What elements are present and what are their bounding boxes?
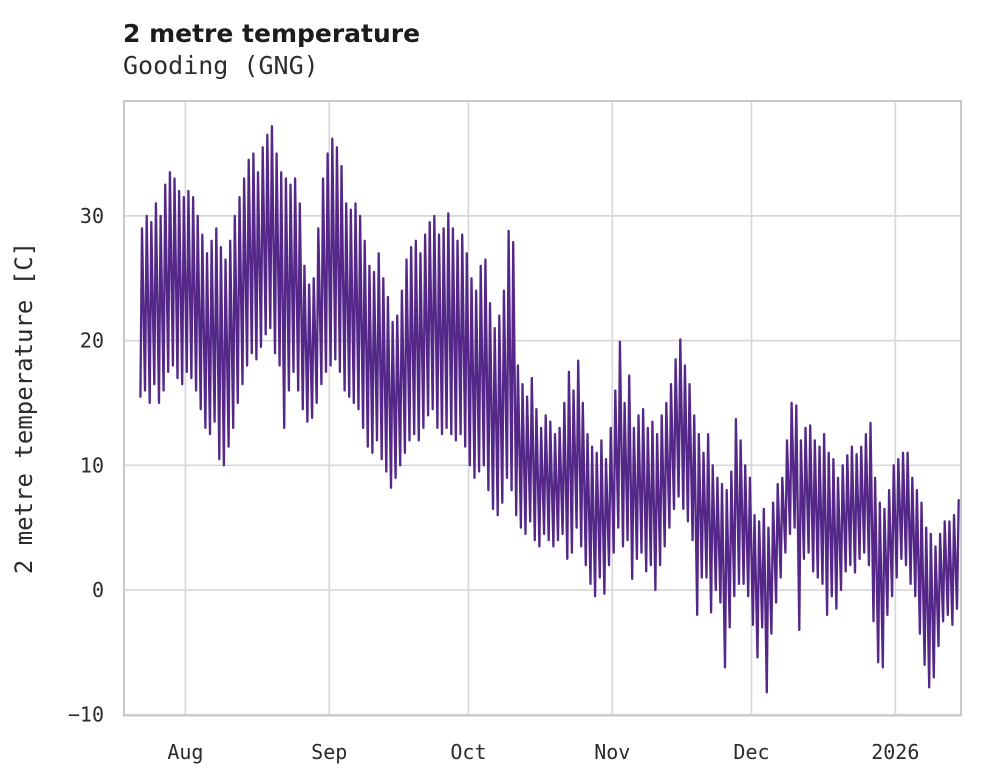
y-tick-label: 10: [80, 453, 104, 477]
temperature-line: [139, 124, 960, 694]
x-tick-label: Sep: [311, 740, 347, 764]
x-tick-label: Oct: [450, 740, 486, 764]
x-tick-label: Dec: [733, 740, 769, 764]
y-tick-label: 20: [80, 329, 104, 353]
series-layer: [139, 124, 960, 694]
x-tick-label: Aug: [167, 740, 203, 764]
y-tick-label: 0: [92, 578, 104, 602]
panel-border-rect: [123, 100, 962, 717]
tick-labels: 30 20 10 0 −10 Aug Sep Oct Nov Dec 2026: [68, 204, 920, 764]
chart-title: 2 metre temperature: [123, 19, 420, 48]
chart-subtitle: Gooding (GNG): [123, 51, 319, 80]
x-tick-label: 2026: [871, 740, 919, 764]
x-tick-label: Nov: [594, 740, 630, 764]
y-tick-label: 30: [80, 204, 104, 228]
y-tick-label: −10: [68, 703, 104, 727]
y-axis-label: 2 metre temperature [C]: [10, 242, 38, 574]
plot-border: [123, 100, 962, 717]
